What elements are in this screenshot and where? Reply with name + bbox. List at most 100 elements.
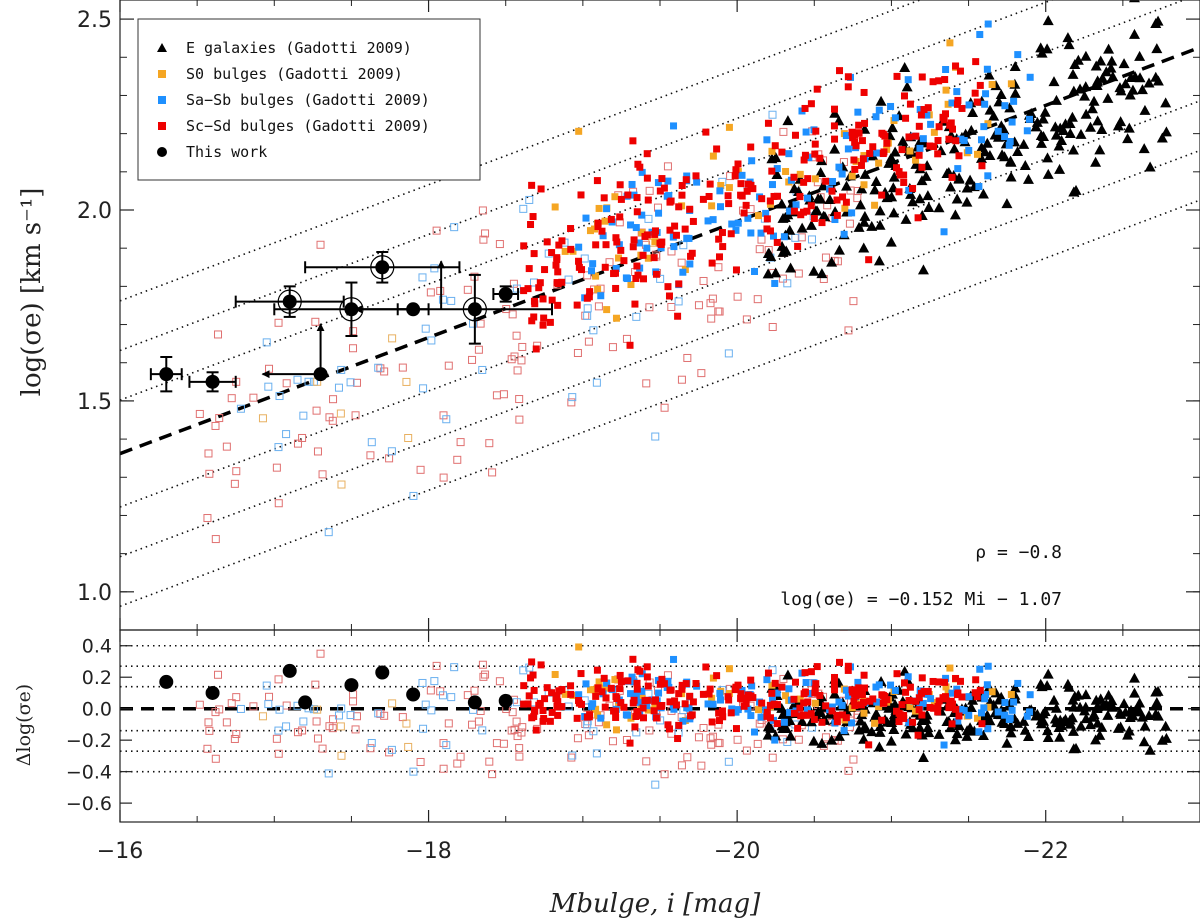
Sc-Sd-point bbox=[598, 227, 606, 235]
e-galaxy-point bbox=[771, 169, 783, 180]
Sc-Sd-point bbox=[895, 718, 903, 726]
Sc-Sd-point bbox=[935, 123, 943, 131]
Sc-Sd-point bbox=[612, 693, 620, 701]
open-Sc-Sd-point bbox=[642, 757, 651, 766]
e-galaxy-point bbox=[854, 715, 866, 726]
Sc-Sd-point bbox=[699, 195, 707, 203]
open-Sc-Sd-point bbox=[311, 317, 320, 326]
open-Sc-Sd-point bbox=[203, 514, 212, 523]
Sc-Sd-point bbox=[800, 178, 808, 186]
S0-point bbox=[708, 202, 716, 210]
open-Sc-Sd-point bbox=[849, 755, 858, 764]
e-galaxy-point bbox=[1068, 701, 1080, 712]
Sa-Sb-point bbox=[704, 217, 712, 225]
Sc-Sd-point bbox=[828, 187, 836, 195]
open-Sc-Sd-point bbox=[515, 395, 524, 404]
e-galaxy-point bbox=[999, 717, 1011, 728]
Sc-Sd-point bbox=[883, 696, 891, 704]
e-galaxy-point bbox=[1138, 143, 1150, 154]
e-galaxy-point bbox=[1005, 171, 1017, 182]
open-Sc-Sd-point bbox=[318, 470, 327, 479]
Sc-Sd-point bbox=[893, 707, 901, 715]
S0-point bbox=[586, 227, 594, 235]
Sa-Sb-point bbox=[953, 88, 961, 96]
open-Sc-Sd-point bbox=[316, 649, 325, 658]
e-galaxy-point bbox=[961, 730, 973, 741]
open-Sc-Sd-point bbox=[485, 439, 494, 448]
open-Sc-Sd-point bbox=[518, 723, 527, 732]
e-galaxy-point bbox=[1070, 742, 1082, 753]
legend-marker-triangle bbox=[157, 43, 167, 52]
Sc-Sd-point bbox=[930, 143, 938, 151]
Sa-Sb-point bbox=[838, 170, 846, 178]
open-Sc-Sd-point bbox=[468, 720, 477, 729]
open-Sc-Sd-point bbox=[352, 712, 361, 721]
e-galaxy-point bbox=[1009, 61, 1021, 72]
Sc-Sd-point bbox=[915, 122, 923, 130]
Sa-Sb-point bbox=[1005, 141, 1013, 149]
open-Sc-Sd-point bbox=[211, 754, 220, 763]
Sc-Sd-point bbox=[852, 142, 860, 150]
open-Sa-Sb-point bbox=[367, 438, 376, 447]
Sc-Sd-point bbox=[905, 697, 913, 705]
S0-point bbox=[875, 159, 883, 167]
open-Sc-Sd-point bbox=[385, 748, 394, 757]
Sc-Sd-point bbox=[853, 129, 861, 137]
Sa-Sb-point bbox=[628, 673, 636, 681]
e-galaxy-point bbox=[923, 727, 935, 738]
open-Sc-Sd-point bbox=[272, 734, 281, 743]
this-work-residual-point bbox=[205, 685, 220, 700]
open-Sc-Sd-point bbox=[567, 398, 576, 407]
e-galaxy-point bbox=[762, 268, 774, 279]
legend-items: E galaxies (Gadotti 2009) S0 bulges (Gado… bbox=[157, 39, 430, 161]
Sc-Sd-point bbox=[719, 243, 727, 251]
Sa-Sb-point bbox=[623, 711, 631, 719]
Sa-Sb-point bbox=[638, 211, 646, 219]
Sa-Sb-point bbox=[763, 676, 771, 684]
Sc-Sd-point bbox=[915, 706, 923, 714]
e-galaxy-point bbox=[1042, 15, 1054, 26]
Sa-Sb-point bbox=[748, 157, 756, 165]
Sc-Sd-point bbox=[766, 701, 774, 709]
e-galaxy-point bbox=[1091, 79, 1103, 90]
Sc-Sd-point bbox=[941, 678, 949, 686]
open-Sc-Sd-point bbox=[349, 344, 358, 353]
open-Sc-Sd-point bbox=[645, 726, 654, 735]
e-galaxy-point bbox=[964, 722, 976, 733]
Sc-Sd-point bbox=[573, 301, 581, 309]
Sc-Sd-point bbox=[858, 137, 866, 145]
open-Sc-Sd-point bbox=[849, 297, 858, 306]
Sa-Sb-point bbox=[1014, 51, 1022, 59]
open-Sc-Sd-point bbox=[232, 693, 241, 702]
Sa-Sb-point bbox=[1008, 118, 1016, 126]
Sc-Sd-point bbox=[758, 699, 766, 707]
open-Sc-Sd-point bbox=[478, 206, 487, 215]
e-galaxy-point bbox=[981, 137, 993, 148]
Sc-Sd-point bbox=[555, 241, 563, 249]
open-Sc-Sd-point bbox=[518, 342, 527, 351]
Sc-Sd-point bbox=[600, 194, 608, 202]
e-galaxy-point bbox=[1086, 103, 1098, 114]
S0-point bbox=[930, 128, 938, 136]
Sc-Sd-point bbox=[633, 262, 641, 270]
open-Sc-Sd-point bbox=[349, 327, 358, 336]
Sa-Sb-point bbox=[627, 221, 635, 229]
Sc-Sd-point bbox=[546, 717, 554, 725]
Sc-Sd-point bbox=[900, 178, 908, 186]
e-galaxy-point bbox=[1039, 106, 1051, 117]
open-Sc-Sd-point bbox=[318, 744, 327, 753]
e-galaxy-point bbox=[1001, 198, 1013, 209]
Sc-Sd-point bbox=[790, 207, 798, 215]
Sc-Sd-point bbox=[632, 712, 640, 720]
open-Sc-Sd-point bbox=[845, 219, 854, 228]
e-galaxy-point bbox=[1018, 138, 1030, 149]
open-Sc-Sd-point bbox=[432, 661, 441, 670]
e-galaxy-point bbox=[967, 694, 979, 705]
open-Sa-Sb-point bbox=[275, 705, 284, 714]
open-Sa-Sb-point bbox=[656, 274, 665, 283]
open-Sc-Sd-point bbox=[581, 719, 590, 728]
Sc-Sd-point bbox=[749, 694, 757, 702]
e-galaxy-point bbox=[1049, 713, 1061, 724]
e-galaxy-point bbox=[1112, 120, 1124, 131]
Sa-Sb-point bbox=[744, 705, 752, 713]
